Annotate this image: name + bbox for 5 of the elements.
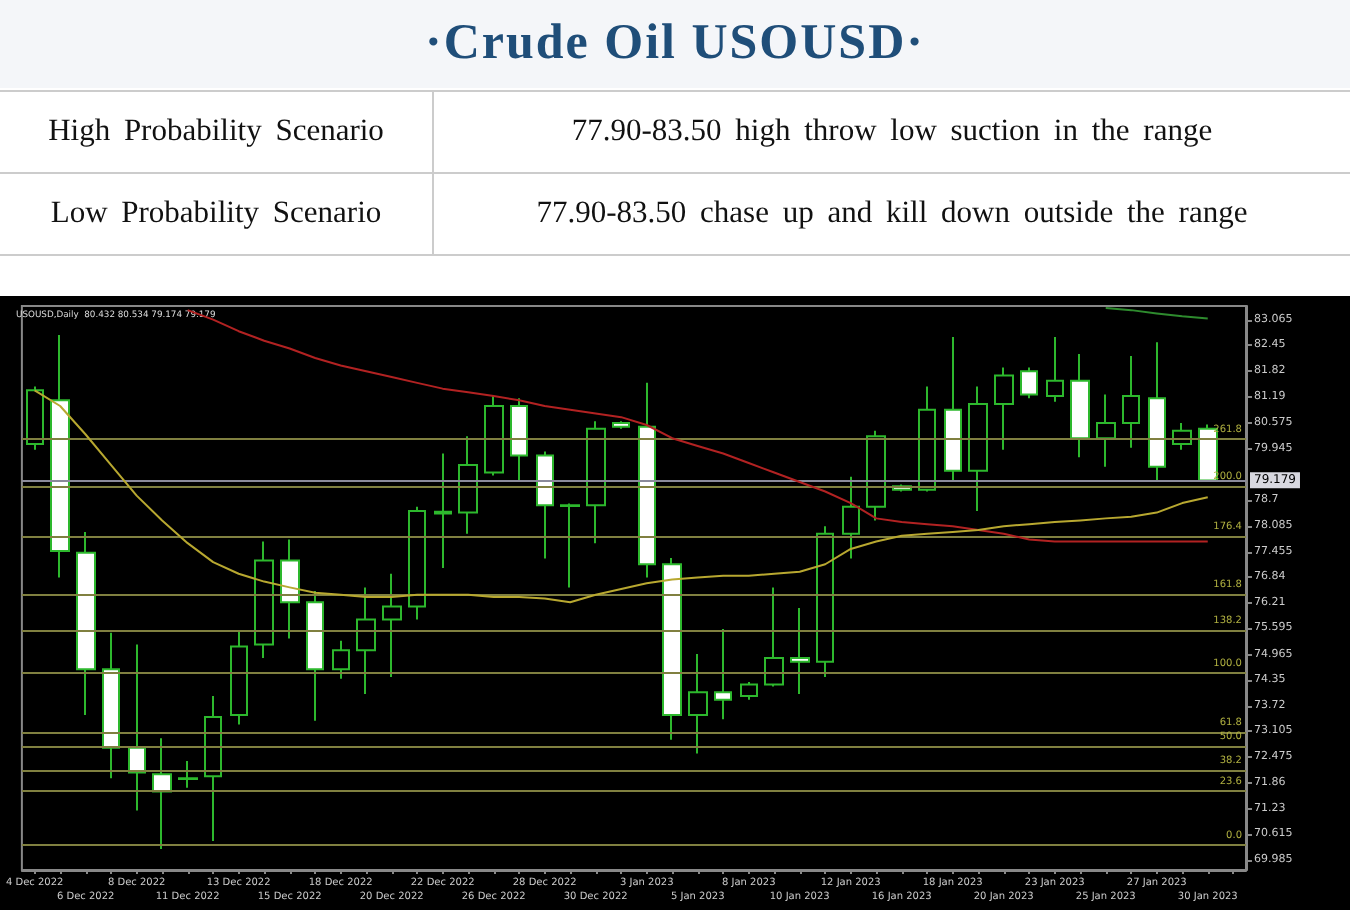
text: Low Probability Scenario xyxy=(0,173,433,255)
text: 77.90-83.50 high throw low suction in the range xyxy=(433,91,1350,173)
text: 77.90-83.50 chase up and kill down outside the range xyxy=(433,173,1350,255)
chart-title: ·Crude Oil USOUSD· xyxy=(0,0,1350,88)
text: High Probability Scenario xyxy=(0,91,433,173)
